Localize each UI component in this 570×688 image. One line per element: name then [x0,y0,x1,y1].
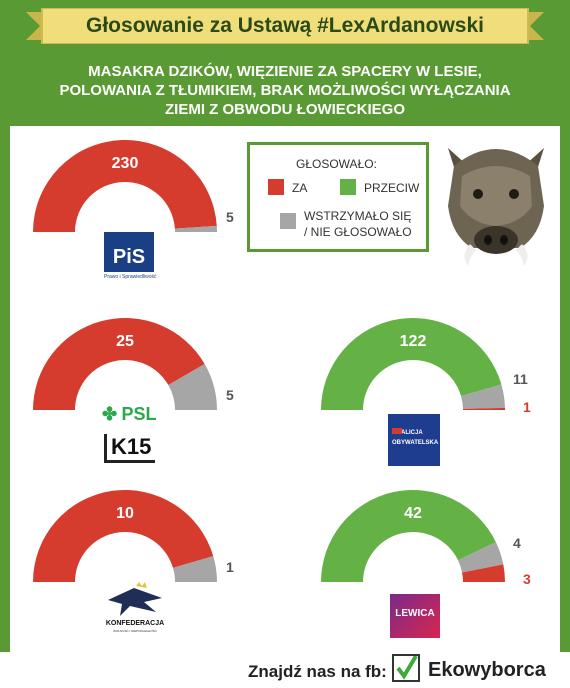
data-label-other: 1 [523,399,531,415]
data-label-abstain: 5 [226,387,234,403]
footer: Znajdź nas na fb: Ekowyborca [0,652,570,688]
pis-logo-text: PiS [112,246,146,268]
chart-segment-za [462,407,505,410]
psl-logo: ✤ PSL [102,404,157,425]
ko-logo-line1: KOALICJA [392,430,423,436]
chart-segment-za [33,139,217,232]
page-title: Głosowanie za Ustawą #LexArdanowski [86,14,484,37]
pis-logo: PiS Prawo i Sprawiedliwość [104,232,157,284]
title-banner: Głosowanie za Ustawą #LexArdanowski [26,8,544,44]
footer-brand: Ekowyborca [428,659,546,681]
data-label-abstain: 4 [513,535,521,551]
legend-label-abstain-1: WSTRZYMAŁO SIĘ [304,209,412,223]
legend-swatch-przeciw [340,179,356,195]
chart-segment-przeciw [321,489,496,582]
k15-logo: K15 [104,434,156,463]
data-label-abstain: 1 [226,559,234,575]
lewica-logo-text: LEWICA [395,608,435,619]
data-label-abstain: 11 [513,371,528,387]
ribbon-body [41,8,529,44]
data-label-other: 3 [523,571,531,587]
subtitle-line-1: MASAKRA DZIKÓW, WIĘZIENIE ZA SPACERY W L… [88,63,482,80]
footer-text: Znajdź nas na fb: [248,662,387,681]
chart-segment-za [33,318,205,410]
lewica-logo: LEWICA [390,594,440,638]
pis-logo-sub: Prawo i Sprawiedliwość [104,274,157,280]
banner-ribbon [26,8,544,44]
checkmark-icon [392,654,420,682]
legend-label-abstain-2: / NIE GŁOSOWAŁO [304,225,412,239]
chart-segment-wstrzyma-o-si-nie-g-osowa-o [174,225,217,232]
chart-pis: 230 5 [33,139,234,232]
legend: GŁOSOWAŁO: ZA PRZECIW WSTRZYMAŁO SIĘ / N… [247,142,429,252]
boar-illustration [448,148,544,266]
subtitle-line-3: ZIEMI Z OBWODU ŁOWIECKIEGO [165,101,405,118]
chart-lewica: 42 4 3 [321,489,531,587]
legend-swatch-abstain [280,213,296,229]
chart-segment-wstrzyma-o-si-nie-g-osowa-o [458,542,504,573]
legend-title: GŁOSOWAŁO: [296,157,377,171]
chart-segment-przeciw [320,317,502,410]
subtitle: MASAKRA DZIKÓW, WIĘZIENIE ZA SPACERY W L… [20,62,550,119]
konfederacja-logo-sub: WOLNOŚĆ I NIEPODLEGŁOŚĆ [113,629,157,633]
subtitle-line-2: POLOWANIA Z TŁUMIKIEM, BRAK MOŻLIWOŚCI W… [59,82,511,99]
chart-konfederacja: 10 1 [33,490,234,582]
konfederacja-eagle-icon [108,582,162,616]
ko-logo-line2: OBYWATELSKA [392,440,439,446]
legend-label-za: ZA [292,181,308,195]
chart-segment-wstrzyma-o-si-nie-g-osowa-o [168,364,218,410]
data-label-main: 25 [116,333,134,350]
data-label-main: 230 [112,155,139,172]
chart-segment-wstrzyma-o-si-nie-g-osowa-o [461,384,505,409]
legend-label-przeciw: PRZECIW [364,181,420,195]
konfederacja-logo: KONFEDERACJA WOLNOŚĆ I NIEPODLEGŁOŚĆ [100,582,170,636]
chart-psl: 25 5 [33,318,234,410]
chart-segment-za [33,490,214,582]
legend-swatch-za [268,179,284,195]
data-label-main: 122 [400,333,427,350]
konfederacja-logo-text: KONFEDERACJA [105,620,165,627]
ko-logo: KOALICJA OBYWATELSKA [388,414,440,466]
k15-logo-text: K15 [111,434,152,459]
chart-segment-za [462,564,505,582]
psl-logo-text: PSL [121,404,157,424]
data-label-abstain: 5 [226,209,234,225]
psl-clover-icon: ✤ [102,404,118,424]
chart-segment-wstrzyma-o-si-nie-g-osowa-o [172,556,218,582]
data-label-main: 42 [404,505,422,522]
data-label-main: 10 [116,505,134,522]
